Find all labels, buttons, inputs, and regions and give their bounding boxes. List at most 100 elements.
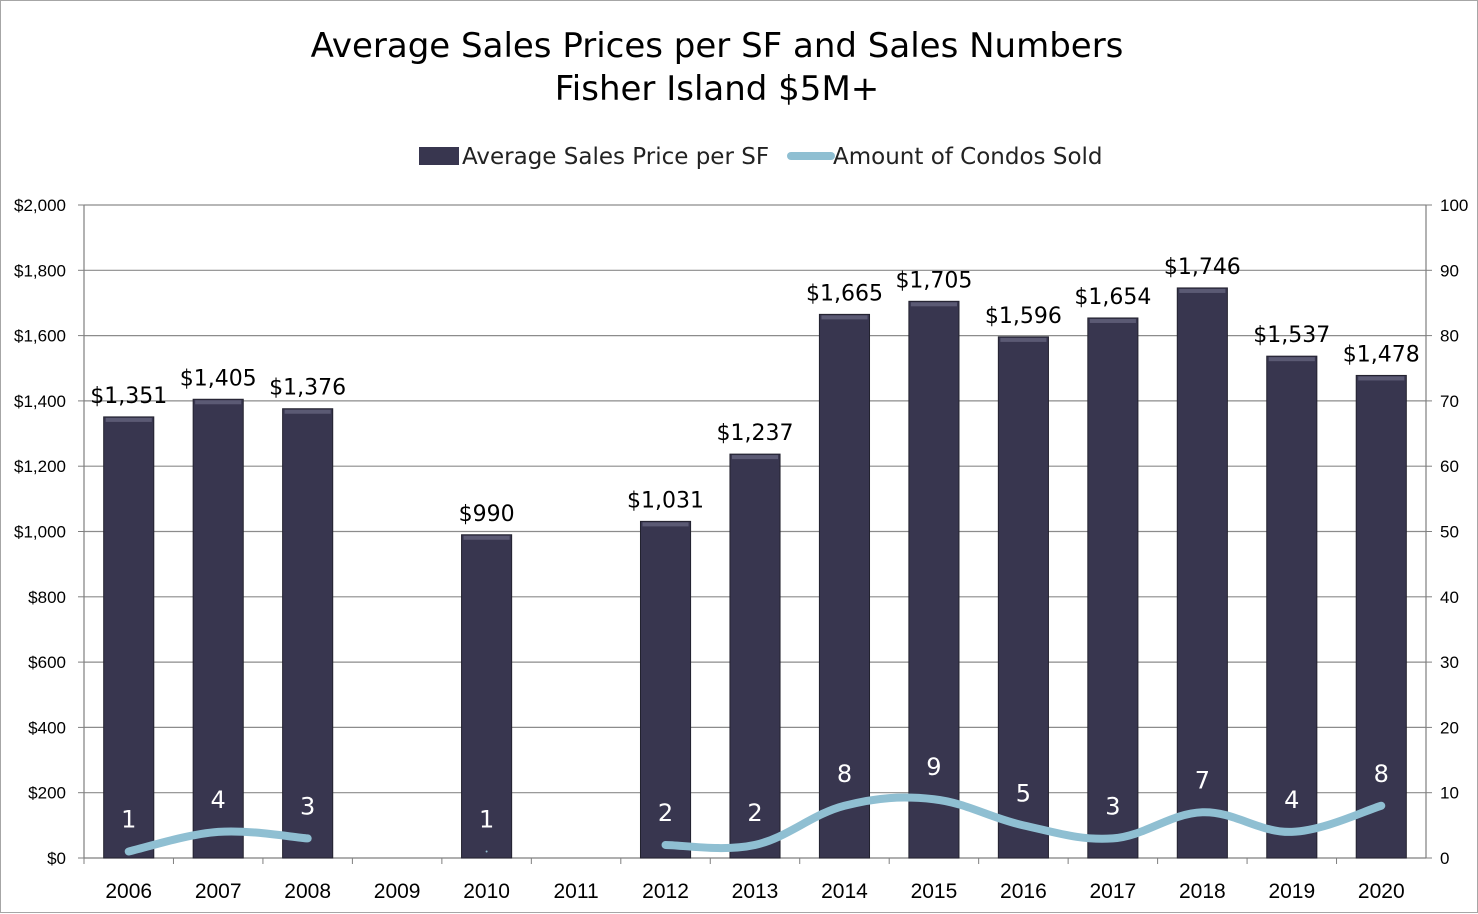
line-value-label: 1	[479, 805, 494, 833]
bar	[282, 408, 334, 859]
bar-value-label: $1,665	[806, 281, 883, 306]
y-left-tick-label: $1,200	[14, 457, 66, 476]
x-tick-label: 2010	[463, 880, 510, 903]
bar	[997, 336, 1049, 859]
bar-top-highlight	[910, 302, 957, 307]
bar-value-label: $1,746	[1164, 255, 1241, 280]
x-tick-label: 2009	[374, 880, 421, 903]
legend-label-bar: Average Sales Price per SF	[462, 144, 769, 170]
line-point	[754, 843, 756, 846]
x-tick-label: 2007	[195, 880, 242, 903]
x-tick-label: 2008	[284, 880, 331, 903]
y-right-tick-label: 100	[1440, 196, 1468, 215]
bar-top-highlight	[105, 417, 152, 422]
x-tick-label: 2013	[732, 880, 779, 903]
y-left-tick-label: $1,000	[14, 523, 66, 542]
y-right-tick-label: 90	[1440, 261, 1459, 280]
y-right-tick-label: 60	[1440, 457, 1459, 476]
bar-top-highlight	[642, 522, 689, 527]
bar-top-highlight	[731, 455, 779, 460]
bar-value-label: $1,654	[1074, 285, 1151, 310]
x-tick-label: 2018	[1179, 880, 1226, 903]
bar-top-highlight	[1000, 337, 1047, 342]
y-right-tick-label: 80	[1440, 327, 1459, 346]
x-tick-label: 2011	[553, 880, 598, 903]
line-value-label: 2	[658, 799, 673, 827]
x-tick-label: 2015	[911, 880, 958, 903]
bar	[103, 416, 155, 859]
line-value-label: 4	[1284, 786, 1299, 814]
line-value-label: 2	[747, 799, 762, 827]
line-point	[217, 830, 220, 833]
bar-value-label: $1,031	[627, 488, 704, 513]
bar-top-highlight	[821, 315, 868, 320]
x-tick-label: 2006	[105, 880, 152, 903]
bar-value-label: $1,376	[269, 376, 346, 401]
y-right-tick-label: 20	[1440, 718, 1459, 737]
y-left-tick-label: $1,400	[14, 392, 66, 411]
bar-top-highlight	[1358, 376, 1405, 381]
legend: Average Sales Price per SF Amount of Con…	[419, 144, 1103, 170]
y-left-tick-label: $1,800	[14, 261, 66, 280]
line-point	[1022, 824, 1025, 827]
y-right-tick-label: 70	[1440, 392, 1459, 411]
bar	[908, 300, 960, 859]
line-point	[1380, 804, 1383, 807]
bar	[1176, 287, 1228, 859]
line-series	[124, 793, 1386, 856]
line-value-label: 3	[300, 792, 315, 820]
x-tick-label: 2017	[1090, 880, 1137, 903]
bar-value-label: $990	[459, 502, 515, 527]
line-point	[1201, 811, 1204, 814]
x-tick-label: 2016	[1000, 880, 1047, 903]
line-point	[1290, 830, 1293, 833]
bar	[1087, 317, 1139, 859]
bar	[192, 398, 244, 859]
line-value-label: 1	[121, 805, 136, 833]
bar-top-highlight	[195, 400, 242, 405]
line-value-label: 8	[837, 760, 852, 788]
line-point	[932, 798, 935, 801]
line-point	[485, 850, 488, 853]
x-tick-label: 2019	[1268, 880, 1315, 903]
y-left-tick-label: $2,000	[14, 196, 66, 215]
bar-value-label: $1,705	[895, 268, 972, 293]
y-left-tick-label: $0	[47, 849, 66, 868]
y-left-tick-label: $400	[28, 718, 66, 737]
y-left-tick-label: $800	[28, 588, 66, 607]
x-tick-label: 2012	[642, 880, 689, 903]
y-left-tick-label: $1,600	[14, 327, 66, 346]
y-right-tick-label: 40	[1440, 588, 1459, 607]
chart-title-line-2: Fisher Island $5M+	[555, 69, 880, 109]
bar-top-highlight	[284, 409, 331, 414]
bar-value-label: $1,596	[985, 304, 1062, 329]
bar	[1266, 355, 1318, 859]
line-point	[843, 804, 846, 807]
bar-value-label: $1,405	[180, 366, 257, 391]
bar	[461, 534, 513, 859]
legend-label-line: Amount of Condos Sold	[833, 144, 1103, 170]
y-right-tick-label: 30	[1440, 653, 1459, 672]
bar	[1355, 374, 1407, 859]
bar-top-highlight	[1268, 357, 1315, 362]
y-right-tick-label: 10	[1440, 784, 1459, 803]
bar	[818, 313, 871, 859]
line-point	[1111, 837, 1114, 840]
line-value-label: 9	[926, 753, 941, 781]
y-right-tick-label: 0	[1440, 849, 1449, 868]
line-point	[664, 843, 667, 846]
line-value-label: 8	[1374, 760, 1389, 788]
bar	[729, 453, 781, 859]
line-point	[306, 837, 309, 840]
line-point	[127, 850, 130, 853]
bar-value-label: $1,478	[1343, 342, 1420, 367]
bar-value-label: $1,351	[90, 384, 167, 409]
bar-top-highlight	[1179, 288, 1226, 293]
x-tick-label: 2014	[821, 880, 868, 903]
line-value-label: 3	[1105, 792, 1120, 820]
line-value-label: 7	[1195, 766, 1210, 794]
y-left-tick-label: $200	[28, 784, 66, 803]
line-value-label: 5	[1016, 779, 1031, 807]
